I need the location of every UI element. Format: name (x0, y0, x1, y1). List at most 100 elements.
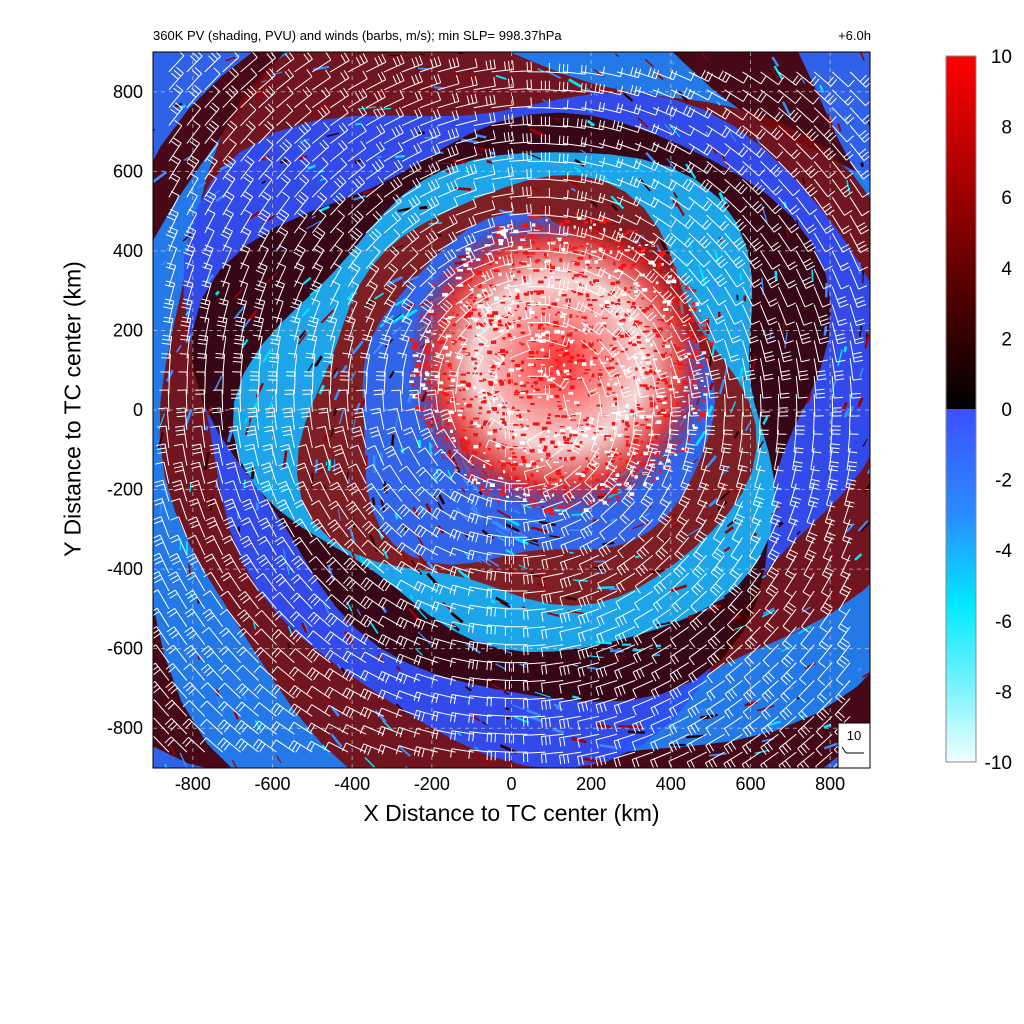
pv-core-speckle (681, 333, 687, 335)
pv-core-speckle (520, 331, 526, 335)
pv-core-speckle (663, 454, 669, 456)
pv-streak (595, 693, 607, 698)
pv-core-speckle (626, 308, 629, 312)
pv-core-speckle (445, 436, 449, 440)
pv-core-speckle (587, 393, 591, 397)
pv-core-speckle (548, 239, 552, 243)
pv-core-speckle (434, 374, 440, 379)
pv-core-speckle (683, 364, 688, 367)
wind-barb (240, 156, 255, 180)
pv-core-speckle (546, 259, 551, 262)
pv-streak (796, 219, 799, 229)
pv-streak (782, 33, 788, 43)
pv-core-speckle (637, 407, 644, 411)
pv-core-speckle (606, 393, 609, 395)
pv-core-speckle (467, 267, 473, 270)
pv-core-speckle (700, 379, 704, 382)
wind-barb (155, 461, 170, 484)
pv-core-speckle (451, 397, 456, 402)
pv-core-speckle (644, 482, 647, 486)
pv-core-speckle (633, 422, 637, 426)
pv-streak (650, 830, 661, 831)
pv-core-speckle (487, 314, 490, 318)
pv-core-speckle (624, 287, 627, 291)
wind-barb (169, 534, 188, 556)
pv-core-speckle (472, 361, 475, 365)
pv-streak (916, 635, 928, 644)
pv-core-speckle (692, 412, 698, 415)
pv-core-speckle (524, 249, 529, 251)
pv-core-speckle (661, 319, 664, 322)
pv-core-speckle (494, 353, 498, 355)
pv-streak (140, 529, 141, 537)
pv-core-speckle (489, 382, 495, 386)
pv-core-speckle (551, 513, 557, 515)
pv-streak (323, 694, 333, 707)
pv-streak (900, 390, 905, 403)
pv-core-speckle (606, 461, 611, 464)
pv-core-speckle (526, 390, 529, 394)
pv-core-speckle (545, 436, 549, 438)
pv-streak (245, 418, 252, 436)
pv-core-speckle (556, 359, 559, 363)
pv-core-speckle (484, 421, 490, 425)
pv-streak (495, 596, 509, 606)
pv-core-speckle (521, 425, 524, 428)
pv-core-speckle (492, 399, 495, 403)
pv-core-speckle (676, 440, 682, 443)
pv-streak (988, 565, 995, 573)
pv-streak (46, 214, 52, 220)
pv-core-speckle (491, 407, 497, 411)
pv-streak (395, 860, 408, 870)
pv-core-speckle (451, 332, 455, 334)
pv-core-speckle (645, 338, 650, 343)
pv-core-speckle (690, 332, 693, 336)
pv-core-speckle (581, 474, 586, 477)
pv-core-speckle (620, 365, 626, 368)
pv-streak (979, 613, 992, 625)
pv-core-speckle (607, 453, 614, 458)
pv-core-speckle (473, 367, 477, 370)
pv-core-speckle (688, 371, 691, 375)
pv-core-speckle (467, 312, 471, 315)
pv-core-speckle (522, 498, 527, 501)
pv-core-speckle (459, 389, 462, 392)
pv-streak (311, 215, 316, 219)
pv-core-speckle (451, 316, 456, 318)
pv-core-speckle (659, 408, 666, 412)
wind-barb (204, 102, 220, 126)
wind-barb (239, 535, 260, 556)
pv-streak (843, 346, 848, 353)
pv-streak (751, 355, 757, 370)
pv-core-speckle (517, 293, 520, 296)
pv-core-speckle (511, 406, 515, 410)
pv-streak (179, 752, 188, 768)
pv-streak (392, 872, 396, 875)
pv-streak (610, 195, 625, 210)
pv-streak (524, 662, 538, 670)
pv-streak (486, 159, 493, 164)
pv-core-speckle (463, 263, 469, 267)
pv-core-speckle (533, 215, 539, 219)
y-tick-label: -400 (107, 559, 143, 579)
pv-streak (713, 281, 718, 296)
pv-core-speckle (601, 488, 606, 490)
pv-core-speckle (498, 319, 502, 324)
pv-streak (96, 5, 100, 7)
pv-core-speckle (434, 388, 439, 391)
pv-core-speckle (649, 305, 653, 308)
pv-core-speckle (548, 477, 551, 481)
pv-core-speckle (487, 393, 492, 396)
pv-core-speckle (581, 318, 584, 321)
pv-streak (309, 558, 313, 565)
pv-streak (937, 455, 946, 470)
pv-core-speckle (464, 353, 469, 355)
pv-core-speckle (626, 358, 631, 360)
pv-core-speckle (614, 402, 617, 406)
pv-streak (883, 189, 884, 199)
pv-streak (644, 906, 649, 907)
pv-core-speckle (565, 502, 571, 505)
pv-core-speckle (689, 382, 692, 384)
pv-core-speckle (562, 363, 566, 367)
pv-streak (898, 525, 905, 533)
